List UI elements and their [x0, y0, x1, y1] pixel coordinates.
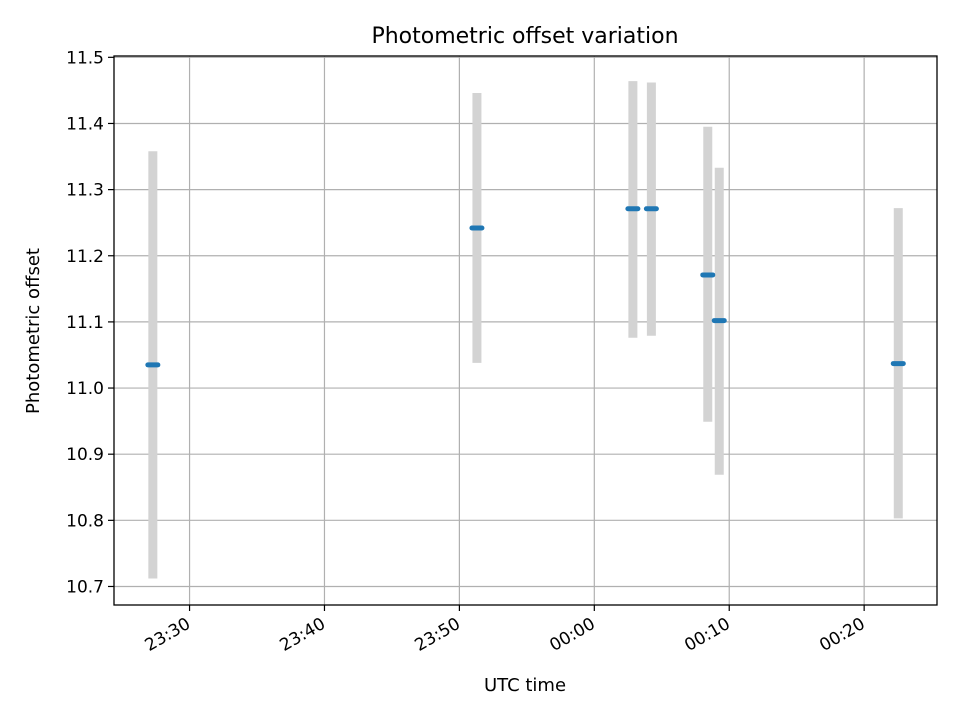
plot-area	[114, 56, 937, 605]
data-points	[145, 206, 906, 368]
y-tick-label: 11.3	[66, 181, 104, 201]
y-tick-label: 11.5	[66, 48, 104, 68]
y-tick-label: 10.7	[66, 577, 104, 597]
y-axis-label: Photometric offset	[23, 248, 44, 414]
grid	[114, 56, 937, 605]
y-tick-label: 11.0	[66, 379, 104, 399]
chart-title: Photometric offset variation	[371, 24, 678, 49]
y-tick-label: 11.1	[66, 313, 104, 333]
y-tick-label: 11.2	[66, 247, 104, 267]
plot-frame	[113, 55, 938, 606]
y-tick-label: 11.4	[66, 114, 104, 134]
y-tick-label: 10.8	[66, 511, 104, 531]
y-tick-label: 10.9	[66, 445, 104, 465]
x-axis-label: UTC time	[484, 675, 566, 696]
